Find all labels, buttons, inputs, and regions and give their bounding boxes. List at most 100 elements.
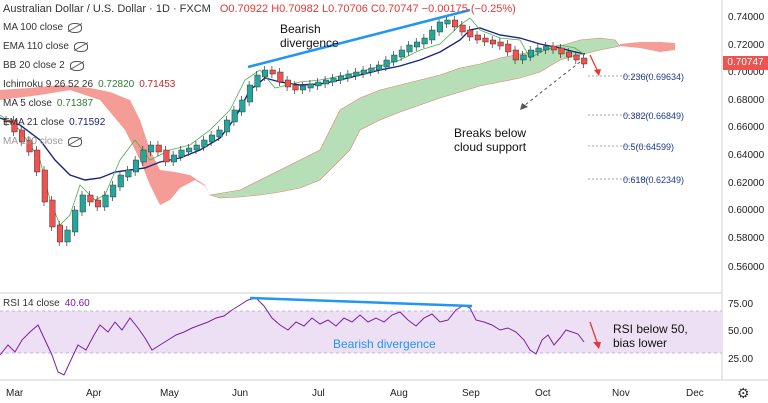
candle-body (322, 79, 329, 85)
legend-ma100[interactable]: MA 100 close (3, 22, 83, 33)
hidden-eye-icon[interactable] (73, 41, 88, 52)
price-down-arrow (589, 54, 599, 73)
candle-body (163, 149, 170, 163)
candle-body (512, 49, 519, 61)
legend-ichimoku[interactable]: Ichimoku 9 26 52 26 0.72820 0.71453 (3, 79, 176, 90)
candle-body (581, 57, 588, 65)
candle-body (550, 45, 557, 51)
candle-body (140, 149, 147, 163)
candle-body (64, 229, 71, 243)
symbol-title: Australian Dollar / U.S. Dollar · 1D · F… (3, 3, 211, 15)
candle-body (231, 109, 238, 123)
candle-body (155, 144, 162, 153)
annotation-breaks-below: Breaks below cloud support (454, 126, 527, 154)
candle-body (277, 71, 284, 83)
candle-body (170, 154, 177, 163)
fib-label-382: 0.382(0.66849) (623, 111, 685, 121)
rsi-tick-label: 50.00 (728, 326, 754, 337)
price-tick-label: 0.56000 (728, 262, 765, 273)
annotation-rsi-note: RSI below 50, bias lower (613, 322, 688, 350)
candle-body (125, 169, 132, 178)
candle-body (345, 73, 352, 79)
candle-body (3, 119, 10, 123)
candle-body (87, 194, 94, 203)
candle-body (102, 194, 109, 208)
candle-body (330, 77, 337, 83)
candle-body (72, 209, 79, 233)
candle-body (315, 81, 322, 87)
hidden-eye-icon[interactable] (69, 60, 84, 71)
hidden-eye-icon[interactable] (68, 22, 83, 33)
time-tick-label: Dec (686, 388, 704, 399)
price-tick-label: 0.62000 (728, 178, 765, 189)
gear-icon[interactable]: ⚙ (737, 385, 750, 401)
legend-bb20[interactable]: BB 20 close 2 (3, 60, 84, 71)
rsi-down-arrow (589, 321, 599, 346)
candle-body (34, 149, 41, 173)
legend-hidden-ma[interactable]: MA 100 close (3, 136, 83, 147)
candle-body (360, 69, 367, 75)
candle-body (383, 59, 390, 68)
candle-body (201, 139, 208, 148)
candle-body (391, 54, 398, 63)
candle-body (474, 34, 481, 41)
price-tick-label: 0.66000 (728, 122, 765, 133)
candle-body (543, 45, 550, 51)
legend-rsi[interactable]: RSI 14 close 40.60 (3, 298, 90, 309)
time-tick-label: Jul (312, 388, 325, 399)
candle-body (406, 44, 413, 53)
time-tick-label: Jun (232, 388, 249, 399)
rsi-divergence-line (249, 296, 473, 308)
last-price-label: 0.70747 (723, 56, 768, 70)
candle-body (193, 144, 200, 151)
fib-label-236: 0.236(0.69634) (623, 72, 685, 82)
fib-label-500: 0.5(0.64599) (623, 142, 675, 152)
candle-body (262, 69, 269, 78)
ichimoku-cloud (0, 37, 675, 205)
candle-body (490, 39, 497, 45)
hidden-eye-icon[interactable] (68, 136, 83, 147)
annotation-rsi-divergence: Bearish divergence (333, 337, 436, 351)
candle-body (284, 79, 291, 88)
legend-ema21[interactable]: EMA 21 close 0.71592 (3, 117, 106, 128)
candle-body (79, 194, 86, 213)
price-divergence-line (247, 8, 471, 69)
candle-body (376, 64, 383, 71)
candle-body (444, 19, 451, 25)
rsi-tick-label: 75.00 (728, 299, 754, 310)
rsi-band (0, 311, 722, 353)
rsi-line (0, 297, 585, 376)
candle-body (482, 37, 489, 43)
candle-body (110, 184, 117, 198)
candle-body (94, 199, 101, 208)
ohlc-readout: O0.70922 H0.70982 L0.70706 C0.70747 −0.0… (219, 3, 516, 15)
candle-body (429, 29, 436, 41)
time-tick-label: Mar (6, 388, 24, 399)
candle-body (11, 119, 18, 133)
time-tick-label: Aug (390, 388, 408, 399)
time-tick-label: Nov (612, 388, 630, 399)
legend-ema110[interactable]: EMA 110 close (3, 41, 88, 52)
legend-ma5[interactable]: MA 5 close 0.71387 (3, 98, 94, 109)
candle-body (132, 159, 139, 173)
candle-body (452, 19, 459, 28)
fib-levels (588, 75, 650, 180)
candle-body (208, 134, 215, 143)
candle-body (246, 84, 253, 103)
candle-body (56, 224, 63, 243)
candle-body (459, 24, 466, 33)
candle-body (18, 129, 25, 143)
candle-body (117, 174, 124, 188)
candle-body (353, 71, 360, 77)
candle-body (398, 49, 405, 58)
candle-body (49, 199, 56, 228)
candle-body (269, 69, 276, 75)
candle-body (436, 21, 443, 33)
candle-body (421, 37, 428, 45)
annotation-bearish-divergence: Bearish divergence (280, 22, 339, 50)
candle-body (239, 99, 246, 113)
candle-body (292, 84, 299, 91)
candle-body (216, 129, 223, 138)
candle-body (573, 54, 580, 61)
